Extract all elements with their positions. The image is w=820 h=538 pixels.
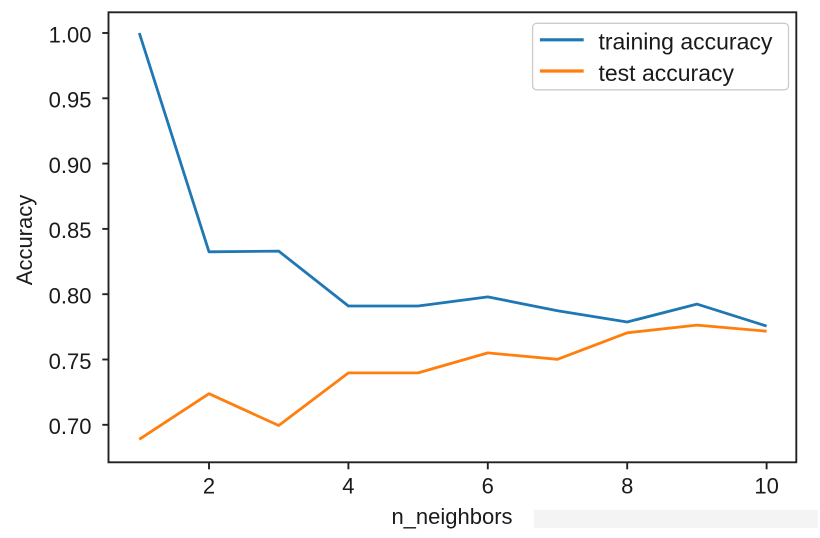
svg-text:n_neighbors: n_neighbors (391, 504, 512, 529)
svg-text:1.00: 1.00 (49, 22, 92, 47)
svg-text:4: 4 (342, 474, 354, 499)
svg-text:test accuracy: test accuracy (599, 60, 735, 86)
svg-text:0.90: 0.90 (49, 153, 92, 178)
svg-text:training accuracy: training accuracy (599, 29, 773, 55)
svg-text:8: 8 (621, 474, 633, 499)
svg-text:0.85: 0.85 (49, 218, 92, 243)
svg-text:2: 2 (203, 474, 215, 499)
svg-text:0.70: 0.70 (49, 414, 92, 439)
svg-text:0.75: 0.75 (49, 349, 92, 374)
svg-text:0.95: 0.95 (49, 88, 92, 113)
svg-text:Accuracy: Accuracy (12, 195, 37, 285)
svg-text:10: 10 (754, 474, 778, 499)
svg-text:6: 6 (482, 474, 494, 499)
svg-text:0.80: 0.80 (49, 284, 92, 309)
